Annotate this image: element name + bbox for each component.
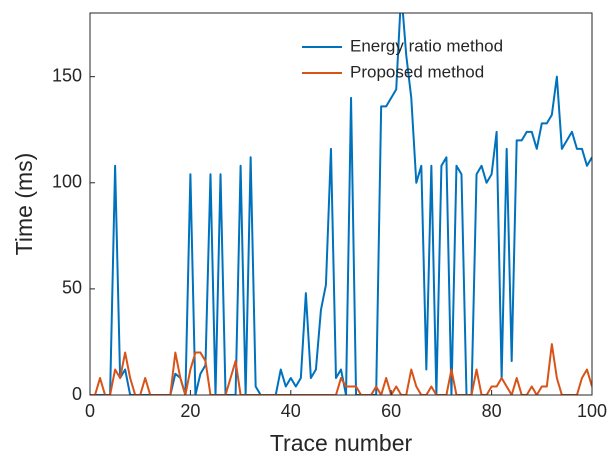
y-tick-label: 0	[72, 384, 82, 404]
legend-label: Proposed method	[350, 62, 484, 81]
plot-area	[90, 13, 592, 395]
series-line	[90, 343, 592, 395]
y-tick-label: 50	[62, 278, 82, 298]
x-tick-label: 40	[281, 401, 301, 421]
x-tick-label: 60	[381, 401, 401, 421]
axes-box	[89, 12, 593, 396]
x-tick-label: 20	[180, 401, 200, 421]
y-tick-label: 150	[52, 65, 82, 85]
x-axis-label: Trace number	[270, 430, 413, 456]
x-tick-label: 80	[482, 401, 502, 421]
y-axis-label: Time (ms)	[11, 153, 37, 256]
x-tick-label: 100	[577, 401, 607, 421]
series-line	[90, 13, 592, 395]
y-tick-label: 100	[52, 172, 82, 192]
x-tick-label: 0	[85, 401, 95, 421]
legend-label: Energy ratio method	[350, 36, 503, 55]
